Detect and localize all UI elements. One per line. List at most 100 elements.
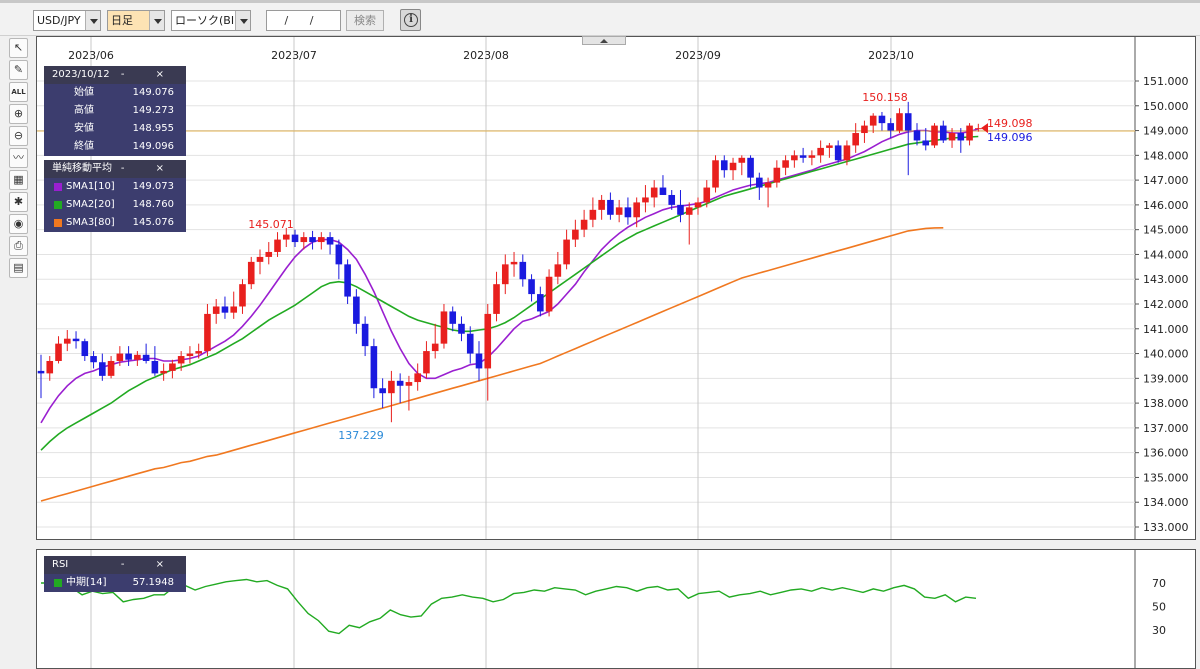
sma-panel-title: 単純移動平均: [52, 163, 112, 174]
sma-line-2: [40, 135, 979, 451]
candle-body: [685, 207, 693, 215]
annotation-mid-high: 145.071: [248, 218, 294, 231]
candle-body: [808, 155, 816, 158]
toolbar-top-border: [0, 0, 1200, 3]
candle-body: [239, 284, 246, 307]
pencil-icon[interactable]: ✎: [9, 60, 28, 80]
search-button[interactable]: 検索: [346, 10, 384, 31]
candle-body: [72, 338, 80, 342]
ohlc-date: 2023/10/12: [52, 69, 110, 80]
candle-body: [107, 360, 115, 376]
candle-body: [948, 133, 956, 141]
candle-body: [861, 125, 868, 134]
rsi-panel-title: RSI: [52, 559, 69, 570]
candle-body: [624, 207, 632, 218]
layout-icon[interactable]: ▤: [9, 258, 28, 278]
rsi-swatch: [54, 579, 62, 587]
candle-body: [300, 237, 308, 243]
info-button[interactable]: i: [400, 9, 421, 31]
candle-body: [580, 219, 588, 230]
candle-body: [204, 313, 211, 352]
date-input[interactable]: / /: [266, 10, 341, 31]
y-tick-label: 148.000: [1143, 149, 1189, 162]
candle-body: [904, 113, 912, 131]
ohlc-panel: 2023/10/12 - × 始値 149.076 高値 149.273 安値 148.9…: [44, 66, 186, 156]
candle-body: [247, 261, 255, 285]
annotation-high: 150.158: [862, 91, 908, 104]
candle-body: [869, 115, 877, 126]
ohlc-label: 安値: [74, 123, 94, 134]
collapse-toggle[interactable]: [582, 36, 626, 45]
candle-body: [177, 356, 185, 364]
candle-body: [668, 194, 676, 205]
candle-body: [160, 370, 167, 374]
eye-icon[interactable]: ◉: [9, 214, 28, 234]
candle-body: [431, 343, 439, 352]
panel-controls[interactable]: - ×: [120, 69, 178, 80]
cursor-icon[interactable]: ↖: [9, 38, 28, 58]
candle-body: [957, 133, 965, 141]
candle-body: [484, 313, 492, 369]
zoom-out-icon[interactable]: ⊖: [9, 126, 28, 146]
candle-body: [931, 125, 938, 146]
candle-body: [677, 204, 684, 215]
eraser-all-icon[interactable]: ALL: [9, 82, 28, 102]
candle-body: [650, 187, 658, 198]
annotation-low: 137.229: [338, 429, 384, 442]
sma-value: 148.760: [132, 199, 174, 210]
rsi-y-tick-label: 70: [1152, 577, 1166, 590]
indicator-icon[interactable]: 〰: [9, 148, 28, 168]
y-tick-label: 135.000: [1143, 471, 1189, 484]
candle-body: [878, 115, 886, 124]
candle-body: [598, 199, 605, 210]
chevron-down-icon[interactable]: [149, 11, 164, 30]
candle-body: [607, 199, 614, 215]
price-chart-canvas[interactable]: 151.000 150.000 149.000 148.000 147.000 146.0…: [37, 37, 1195, 539]
candle-body: [63, 338, 71, 344]
candle-body: [966, 125, 973, 141]
candle-body: [55, 343, 62, 361]
candle-body: [370, 346, 378, 389]
candle-body: [703, 187, 711, 203]
candle-body: [151, 360, 159, 374]
objects-icon[interactable]: ✱: [9, 192, 28, 212]
x-tick-label: 2023/10: [868, 49, 914, 62]
ohlc-panel-header: 2023/10/12 - ×: [44, 66, 186, 84]
rsi-chart-canvas[interactable]: 70 50 30: [37, 550, 1195, 668]
candle-body: [142, 354, 150, 361]
bid-price-label: 149.098: [987, 117, 1033, 130]
zoom-in-icon[interactable]: ⊕: [9, 104, 28, 124]
period-value: 日足: [111, 14, 133, 27]
candle-body: [326, 237, 334, 245]
sma-line-1: [40, 127, 979, 424]
chevron-down-icon[interactable]: [235, 11, 250, 30]
candle-body: [318, 237, 325, 243]
sma-panel: 単純移動平均 - × SMA1[10] 149.073 SMA2[20] 148.76…: [44, 160, 186, 232]
y-tick-label: 142.000: [1143, 298, 1189, 311]
rsi-chart[interactable]: 70 50 30: [36, 549, 1196, 669]
candle-body: [782, 160, 789, 168]
rsi-value: 57.1948: [132, 577, 174, 588]
candle-body: [939, 125, 947, 141]
chart-type-select[interactable]: ローソク(BID): [171, 10, 251, 31]
x-tick-label: 2023/09: [675, 49, 721, 62]
x-tick-label: 2023/08: [463, 49, 509, 62]
y-tick-label: 136.000: [1143, 447, 1189, 460]
candle-body: [379, 388, 386, 394]
candle-body: [519, 261, 527, 280]
candle-body: [230, 306, 238, 313]
chevron-down-icon[interactable]: [85, 11, 100, 30]
price-chart[interactable]: 151.000 150.000 149.000 148.000 147.000 146.0…: [36, 36, 1196, 540]
candle-body: [773, 167, 781, 183]
currency-pair-select[interactable]: USD/JPY: [33, 10, 101, 31]
panel-controls[interactable]: - ×: [120, 163, 178, 174]
panel-controls[interactable]: - ×: [120, 559, 178, 570]
candle-body: [116, 353, 124, 361]
print-icon[interactable]: ⎙: [9, 236, 28, 256]
table-icon[interactable]: ▦: [9, 170, 28, 190]
y-tick-label: 143.000: [1143, 273, 1189, 286]
x-tick-label: 2023/07: [271, 49, 317, 62]
sma-value: 145.076: [132, 217, 174, 228]
period-select[interactable]: 日足: [107, 10, 165, 31]
